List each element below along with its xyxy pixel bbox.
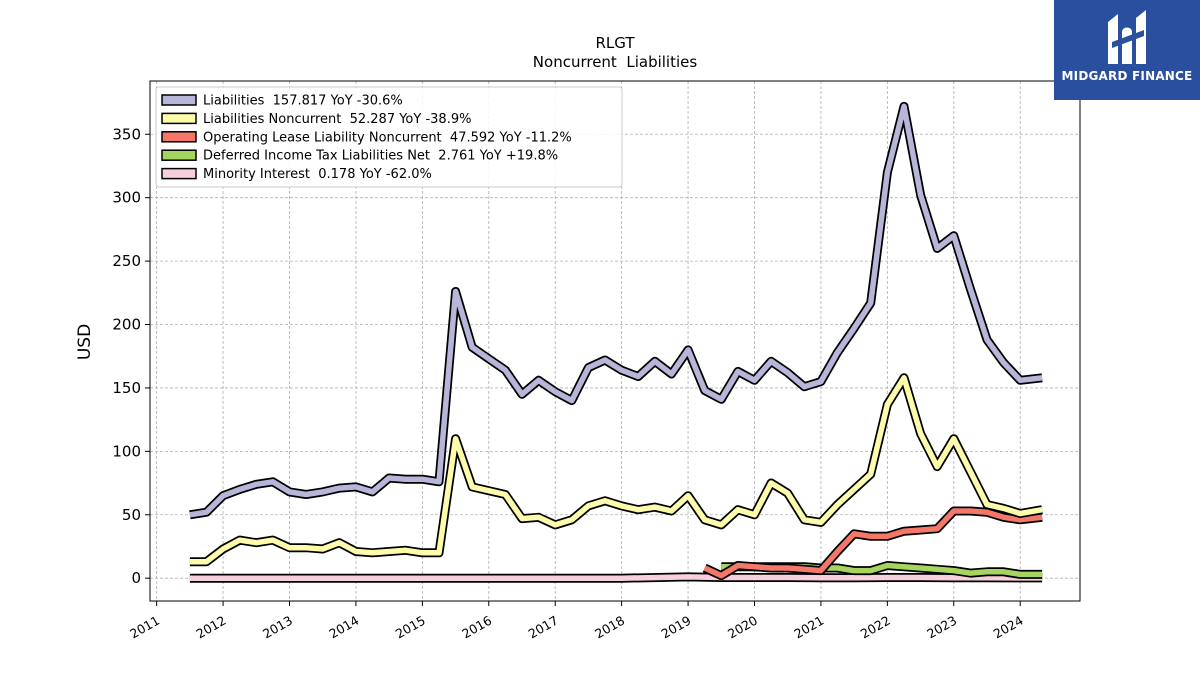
legend-label: Minority Interest 0.178 YoY -62.0% xyxy=(203,167,432,182)
legend-swatch xyxy=(161,131,197,143)
series-line xyxy=(189,103,1043,518)
series-line xyxy=(703,508,1043,579)
logo-text: MIDGARD FINANCE xyxy=(1061,69,1193,83)
series-line xyxy=(189,375,1043,565)
legend-swatch xyxy=(161,167,197,180)
y-tick-label: 100 xyxy=(112,442,141,460)
logo-mark-icon xyxy=(1108,10,1146,64)
y-tick-label: 150 xyxy=(112,379,141,397)
x-tick-label: 2013 xyxy=(260,613,295,642)
x-tick-label: 2020 xyxy=(725,613,760,642)
y-tick-label: 250 xyxy=(112,252,141,270)
y-tick-label: 0 xyxy=(131,569,141,587)
y-tick-label: 200 xyxy=(112,316,141,334)
x-tick-label: 2016 xyxy=(459,613,494,642)
y-tick-label: 50 xyxy=(122,506,141,524)
x-tick-label: 2023 xyxy=(924,613,959,642)
chart-title: RLGT xyxy=(595,34,635,52)
y-tick-label: 350 xyxy=(112,125,141,143)
legend-swatch xyxy=(161,112,197,125)
x-tick-label: 2024 xyxy=(991,613,1026,642)
x-tick-label: 2014 xyxy=(326,613,361,642)
x-tick-label: 2018 xyxy=(592,613,627,642)
legend-label: Deferred Income Tax Liabilities Net 2.76… xyxy=(203,149,558,164)
series-layer xyxy=(189,101,1043,583)
legend: Liabilities 157.817 YoY -30.6% Liabilitie… xyxy=(155,86,623,188)
legend-box xyxy=(155,86,623,188)
x-tick-label: 2019 xyxy=(659,613,694,642)
x-tick-label: 2011 xyxy=(127,613,162,642)
chart-subtitle: Noncurrent Liabilities xyxy=(533,53,698,71)
plot-frame xyxy=(149,80,1081,602)
legend-swatch xyxy=(161,94,197,106)
legend-label: Liabilities Noncurrent 52.287 YoY -38.9% xyxy=(203,112,471,127)
x-tick-label: 2012 xyxy=(194,613,229,642)
series-line xyxy=(189,574,1043,581)
y-axis-label: USD xyxy=(75,324,95,360)
legend-swatch xyxy=(161,149,197,161)
y-tick-label: 300 xyxy=(112,189,141,207)
x-tick-label: 2015 xyxy=(393,613,428,642)
x-tick-label: 2022 xyxy=(858,613,893,642)
legend-label: Operating Lease Liability Noncurrent 47.… xyxy=(203,130,572,145)
x-tick-label: 2021 xyxy=(791,613,826,642)
brand-logo: MIDGARD FINANCE xyxy=(1054,0,1200,100)
x-tick-label: 2017 xyxy=(526,613,561,642)
legend-label: Liabilities 157.817 YoY -30.6% xyxy=(203,94,403,109)
